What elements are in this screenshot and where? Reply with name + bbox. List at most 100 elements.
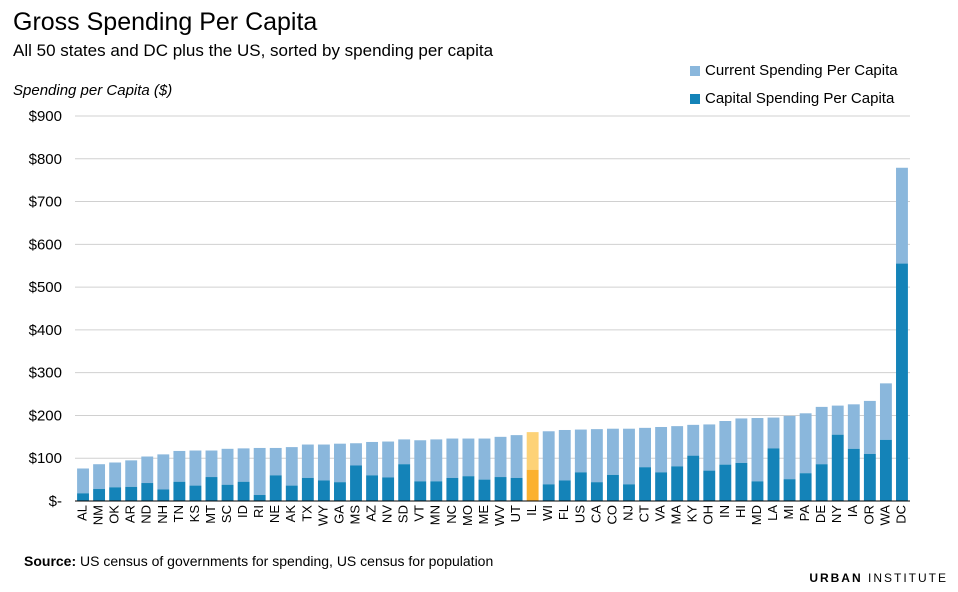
bar-current-ny <box>831 405 844 435</box>
x-tick-label: MT <box>203 505 218 524</box>
bar-capital-sd <box>398 464 411 501</box>
bar-current-mn <box>430 439 443 482</box>
bar-current-in <box>719 421 732 465</box>
y-tick-label: $- <box>49 493 62 510</box>
x-tick-label: OK <box>107 505 122 524</box>
x-tick-label: PA <box>797 505 812 522</box>
x-tick-label: AK <box>283 505 298 523</box>
legend-swatch-current <box>690 65 700 76</box>
x-tick-label: CT <box>636 505 651 522</box>
bar-current-ca <box>590 429 603 483</box>
logo-urban: URBAN <box>809 571 863 585</box>
x-tick-label: VA <box>653 505 668 522</box>
x-tick-label: NE <box>267 505 282 523</box>
x-tick-label: AR <box>123 505 138 523</box>
x-tick-label: SD <box>396 505 411 523</box>
x-tick-label: DC <box>893 505 908 524</box>
x-tick-label: IA <box>845 505 860 518</box>
bar-current-va <box>655 426 668 473</box>
bar-capital-ok <box>109 487 122 501</box>
x-tick-label: NM <box>91 505 106 525</box>
x-tick-label: ND <box>139 505 154 524</box>
bar-current-mt <box>205 450 218 478</box>
x-tick-label: OR <box>861 505 876 525</box>
bar-capital-nh <box>157 489 170 501</box>
bar-capital-ms <box>350 465 362 501</box>
x-tick-label: VT <box>412 505 427 522</box>
y-tick-label: $100 <box>29 450 62 467</box>
bar-current-nh <box>157 454 170 490</box>
x-tick-label: NY <box>829 505 844 523</box>
x-tick-label: AL <box>74 505 89 521</box>
bar-capital-id <box>237 481 250 501</box>
y-tick-label: $700 <box>29 194 62 211</box>
legend-label-current: Current Spending Per Capita <box>705 62 898 79</box>
bar-capital-wy <box>317 480 330 501</box>
bar-capital-ri <box>253 495 266 501</box>
x-tick-label: WY <box>315 505 330 526</box>
logo-institute: INSTITUTE <box>868 571 948 585</box>
bar-capital-mo <box>462 476 475 501</box>
bar-current-ky <box>687 424 700 456</box>
bar-current-ga <box>334 443 346 483</box>
bar-capital-wi <box>542 484 555 501</box>
bar-capital-ia <box>847 448 860 501</box>
bar-current-il <box>526 432 539 470</box>
x-tick-label: KS <box>187 505 202 523</box>
x-tick-label: FL <box>556 505 571 520</box>
bar-capital-ak <box>285 485 298 501</box>
source-text: US census of governments for spending, U… <box>80 553 494 569</box>
x-tick-label: MA <box>669 505 684 525</box>
bar-capital-ny <box>831 434 844 501</box>
bar-current-ma <box>671 426 684 467</box>
x-tick-label: NV <box>380 505 395 523</box>
bar-current-wy <box>317 444 330 481</box>
bar-current-md <box>751 418 764 482</box>
bar-capital-wa <box>879 439 892 501</box>
bar-capital-pa <box>799 473 812 501</box>
bar-current-ok <box>109 462 122 488</box>
bar-capital-ne <box>269 475 282 501</box>
bar-capital-nv <box>382 477 395 501</box>
bar-current-me <box>478 438 491 480</box>
bar-capital-wv <box>494 477 507 501</box>
x-tick-label: CO <box>604 505 619 525</box>
x-tick-label: WV <box>492 505 507 526</box>
bar-capital-mi <box>783 479 796 501</box>
bar-capital-sc <box>221 484 234 501</box>
bar-capital-dc <box>896 263 908 501</box>
bar-current-or <box>863 400 876 454</box>
bar-capital-va <box>655 472 668 501</box>
y-tick-label: $600 <box>29 236 62 253</box>
y-axis-label: Spending per Capita ($) <box>13 82 173 99</box>
y-tick-label: $900 <box>29 108 62 125</box>
bar-capital-oh <box>703 470 716 501</box>
bar-current-wi <box>542 431 555 485</box>
bar-capital-us <box>574 472 587 501</box>
bar-current-fl <box>558 429 571 481</box>
bar-current-de <box>815 406 828 465</box>
bar-capital-tx <box>301 477 314 501</box>
x-tick-label: US <box>572 505 587 523</box>
bar-capital-tn <box>173 481 186 501</box>
bar-current-nd <box>141 456 154 484</box>
bar-capital-ks <box>189 485 202 501</box>
bar-current-nv <box>382 441 395 478</box>
x-tick-label: AZ <box>364 505 379 522</box>
bar-capital-fl <box>558 480 571 501</box>
bar-current-mi <box>783 415 796 480</box>
x-tick-label: MS <box>347 505 362 525</box>
bar-current-la <box>767 417 780 449</box>
bar-current-dc <box>896 167 908 264</box>
bar-current-ak <box>285 447 298 486</box>
bar-current-tx <box>301 444 314 478</box>
chart-subtitle: All 50 states and DC plus the US, sorted… <box>13 41 494 60</box>
bar-current-oh <box>703 424 716 471</box>
bar-capital-in <box>719 464 732 501</box>
bar-capital-ga <box>334 482 346 501</box>
legend-item-current: Current Spending Per Capita <box>690 62 898 79</box>
y-tick-label: $200 <box>29 407 62 424</box>
bar-capital-al <box>77 493 89 501</box>
bar-current-id <box>237 448 250 482</box>
bar-capital-me <box>478 479 491 501</box>
